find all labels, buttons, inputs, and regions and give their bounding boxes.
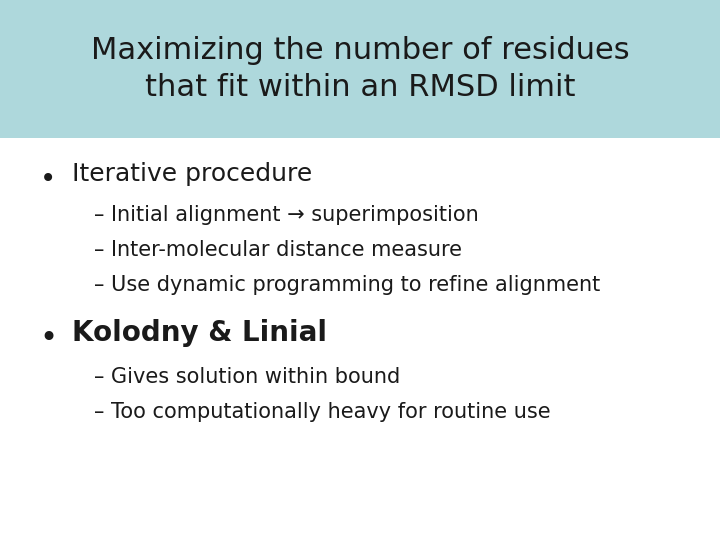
Text: – Inter-molecular distance measure: – Inter-molecular distance measure [94, 240, 462, 260]
Text: – Initial alignment → superimposition: – Initial alignment → superimposition [94, 205, 478, 225]
Text: •: • [40, 324, 58, 353]
Text: Kolodny & Linial: Kolodny & Linial [72, 319, 327, 347]
Text: Maximizing the number of residues
that fit within an RMSD limit: Maximizing the number of residues that f… [91, 36, 629, 102]
Text: – Too computationally heavy for routine use: – Too computationally heavy for routine … [94, 402, 550, 422]
Text: – Use dynamic programming to refine alignment: – Use dynamic programming to refine alig… [94, 275, 600, 295]
Text: •: • [40, 165, 56, 193]
Text: – Gives solution within bound: – Gives solution within bound [94, 367, 400, 387]
FancyBboxPatch shape [0, 0, 720, 138]
Text: Iterative procedure: Iterative procedure [72, 162, 312, 186]
